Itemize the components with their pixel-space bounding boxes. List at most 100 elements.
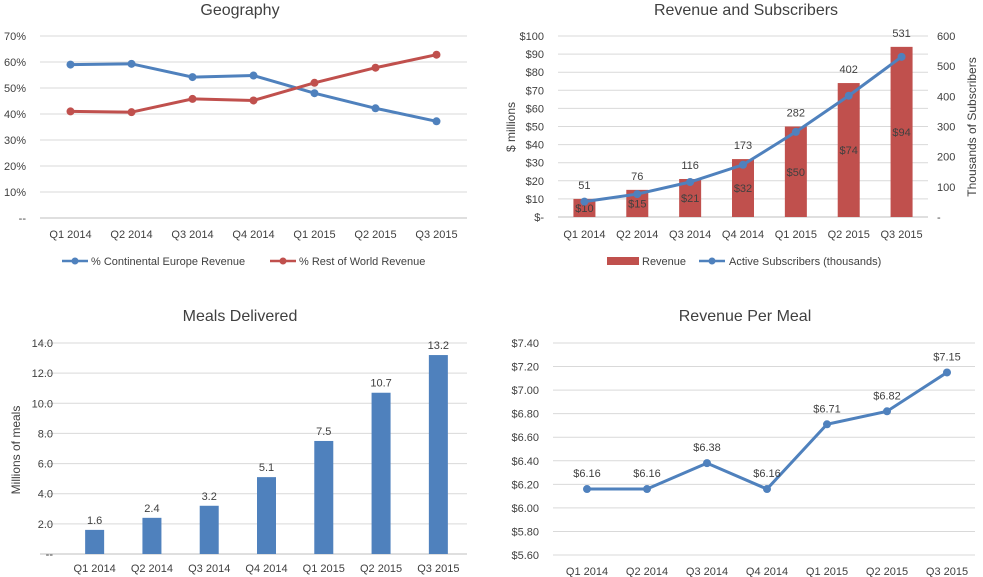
y-tick-label: $70 <box>526 85 544 97</box>
meals-bar <box>257 477 276 554</box>
x-tick-label: Q3 2014 <box>188 563 230 575</box>
y-axis-label-right: Thousands of Subscribers <box>965 57 979 196</box>
y-axis-label-left: $ millions <box>504 102 518 152</box>
data-point <box>739 160 747 169</box>
y-tick-label: 100 <box>937 182 955 194</box>
y-tick-label: $20 <box>526 176 544 188</box>
y-tick-label: $10 <box>526 194 544 206</box>
x-tick-label: Q2 2015 <box>828 229 870 241</box>
x-tick-label: Q2 2014 <box>626 566 668 577</box>
y-tick-label: 400 <box>937 91 955 103</box>
subscribers-data-label: 173 <box>734 140 752 152</box>
y-tick-label: -- <box>19 213 27 225</box>
chart-title: Revenue and Subscribers <box>654 2 838 19</box>
revenue-data-label: $15 <box>628 198 646 210</box>
y-tick-label: 10.0 <box>32 398 53 410</box>
y-tick-label: 14.0 <box>32 338 53 350</box>
x-tick-label: Q1 2015 <box>303 563 345 575</box>
x-tick-label: Q2 2015 <box>354 229 396 241</box>
y-tick-label: $5.60 <box>511 550 539 562</box>
y-tick-label: 12.0 <box>32 368 53 380</box>
y-tick-label: $6.40 <box>511 456 539 468</box>
y-tick-label: $100 <box>520 31 544 43</box>
revenue-data-label: $74 <box>840 145 858 157</box>
revenue-data-label: $50 <box>787 167 805 179</box>
data-point <box>188 94 197 103</box>
x-tick-label: Q2 2015 <box>360 563 402 575</box>
y-tick-label: $30 <box>526 158 544 170</box>
x-tick-label: Q1 2015 <box>806 566 848 577</box>
y-axis-label: Millions of meals <box>9 406 23 495</box>
legend-label-revenue: Revenue <box>642 256 686 268</box>
revenue-per-meal-data-label: $6.16 <box>753 468 781 480</box>
data-point <box>763 485 771 494</box>
x-tick-label: Q4 2014 <box>232 229 274 241</box>
meals-bar <box>428 355 448 554</box>
chart-title: Revenue Per Meal <box>679 308 812 325</box>
y-tick-label: - <box>937 212 941 224</box>
legend-label-subscribers: Active Subscribers (thousands) <box>729 256 881 268</box>
x-tick-label: Q1 2014 <box>74 563 116 575</box>
revenue-bar <box>626 189 649 217</box>
meals-data-label: 5.1 <box>259 462 274 474</box>
chart-title: Geography <box>200 2 279 19</box>
y-tick-label: $7.00 <box>511 385 539 397</box>
data-point <box>883 407 891 416</box>
y-tick-label: 2.0 <box>38 519 53 531</box>
data-point <box>633 190 642 199</box>
revenue-data-label: $10 <box>575 203 593 215</box>
legend-marker-europe <box>71 257 79 265</box>
data-point <box>844 91 853 100</box>
x-tick-label: Q2 2015 <box>866 566 908 577</box>
legend-label-europe: % Continental Europe Revenue <box>91 256 245 268</box>
revenue-per-meal-data-label: $7.15 <box>933 351 961 363</box>
y-tick-label: $7.40 <box>511 338 539 350</box>
x-tick-label: Q3 2015 <box>926 566 968 577</box>
subscribers-data-label: 531 <box>892 28 910 40</box>
revenue-bar <box>732 159 754 217</box>
data-point <box>310 78 319 87</box>
meals-data-label: 10.7 <box>370 378 391 390</box>
subscribers-data-label: 76 <box>631 171 643 183</box>
y-tick-label: 60% <box>4 57 26 69</box>
x-tick-label: Q4 2014 <box>746 566 788 577</box>
y-tick-label: 4.0 <box>38 489 53 501</box>
y-tick-label: $7.20 <box>511 362 539 374</box>
y-tick-label: $90 <box>526 49 544 61</box>
data-point <box>127 59 136 68</box>
y-tick-label: $50 <box>526 122 544 134</box>
x-tick-label: Q1 2014 <box>566 566 608 577</box>
y-tick-label: 600 <box>937 31 955 43</box>
x-tick-label: Q3 2015 <box>417 563 459 575</box>
meals-data-label: 3.2 <box>202 491 217 503</box>
y-tick-label: 6.0 <box>38 459 53 471</box>
meals-bar <box>85 529 105 554</box>
data-point <box>188 73 197 82</box>
chart-title: Meals Delivered <box>183 308 298 325</box>
data-point <box>66 107 75 116</box>
subscribers-data-label: 282 <box>787 108 805 120</box>
revenue-per-meal-data-label: $6.16 <box>573 468 601 480</box>
data-point <box>791 127 800 136</box>
x-tick-label: Q3 2015 <box>415 229 457 241</box>
y-tick-label: $- <box>534 212 544 224</box>
x-tick-label: Q2 2014 <box>110 229 152 241</box>
data-point <box>580 197 589 206</box>
revenue-per-meal-chart: Revenue Per Meal $5.60 $5.80 $6.00 $6.20 $6.… <box>495 300 983 577</box>
revenue-per-meal-chart-svg: Revenue Per Meal $5.60 $5.80 $6.00 $6.20 $6.… <box>511 308 975 577</box>
legend-marker-rest <box>279 257 287 265</box>
x-tick-label: Q1 2015 <box>293 229 335 241</box>
meals-delivered-chart-svg: Meals Delivered Millions of meals -- 2.0 4… <box>9 308 467 575</box>
y-tick-label: 20% <box>4 161 26 173</box>
revenue-per-meal-data-label: $6.71 <box>813 403 841 415</box>
x-tick-label: Q4 2014 <box>245 563 287 575</box>
meals-bar <box>142 517 162 554</box>
y-tick-label: 8.0 <box>38 428 53 440</box>
legend-marker-subscribers <box>708 257 716 265</box>
data-point <box>432 117 441 126</box>
y-tick-label: $6.00 <box>511 503 539 515</box>
x-tick-label: Q4 2014 <box>722 229 764 241</box>
y-tick-label: 300 <box>937 122 955 134</box>
revenue-per-meal-data-label: $6.82 <box>873 390 901 402</box>
data-point <box>127 108 136 117</box>
